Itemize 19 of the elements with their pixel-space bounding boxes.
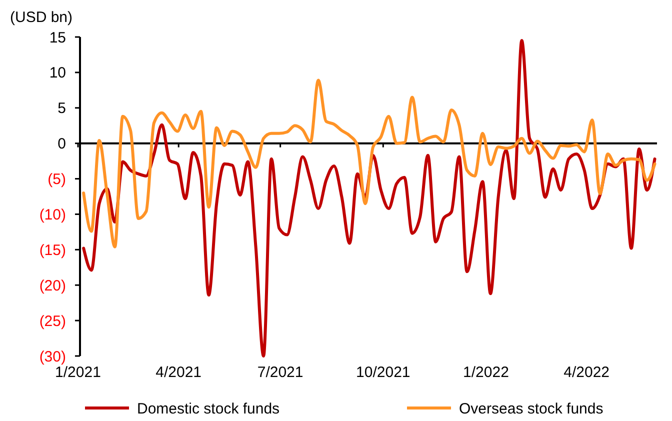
- x-tick-label: 4/2021: [156, 364, 202, 381]
- y-tick-label: (15): [39, 242, 66, 259]
- x-tick-label: 1/2021: [55, 364, 101, 381]
- y-tick-label: (25): [39, 312, 66, 330]
- y-tick-label: (10): [39, 206, 66, 224]
- x-tick-label: 4/2022: [564, 364, 610, 381]
- legend-label: Overseas stock funds: [459, 400, 604, 418]
- y-tick-label: 5: [58, 100, 66, 118]
- y-tick-label: (5): [48, 171, 66, 188]
- legend-label: Domestic stock funds: [137, 400, 280, 418]
- y-axis-title: (USD bn): [10, 9, 73, 26]
- y-tick-label: 15: [49, 29, 66, 46]
- x-tick-label: 7/2021: [257, 364, 304, 381]
- y-tick-label: 0: [58, 136, 66, 153]
- y-tick-label: (20): [39, 277, 66, 294]
- y-tick-label: 10: [49, 64, 66, 82]
- y-tick-label: (30): [39, 348, 66, 366]
- x-tick-label: 1/2022: [463, 364, 509, 381]
- x-tick-label: 10/2021: [356, 364, 410, 381]
